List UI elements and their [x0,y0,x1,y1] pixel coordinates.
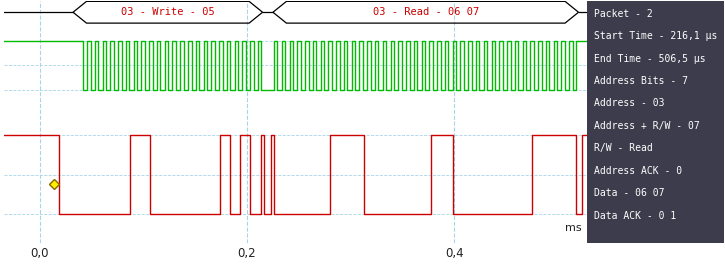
Text: Address ACK - 0: Address ACK - 0 [594,166,682,176]
Text: 03 - Read - 06 07: 03 - Read - 06 07 [373,7,479,17]
FancyBboxPatch shape [587,1,724,243]
Text: Address Bits - 7: Address Bits - 7 [594,76,688,86]
Text: End Time - 506,5 μs: End Time - 506,5 μs [594,54,705,63]
Text: Packet - 2: Packet - 2 [594,9,652,18]
Text: Data ACK - 0 1: Data ACK - 0 1 [594,211,676,221]
Text: Start Time - 216,1 μs: Start Time - 216,1 μs [594,31,718,41]
Text: R/W - Read: R/W - Read [594,144,652,153]
Text: Address - 03: Address - 03 [594,99,665,108]
Text: Data - 06 07: Data - 06 07 [594,188,665,198]
Text: 03 - Write - 05: 03 - Write - 05 [121,7,215,17]
Text: ms: ms [565,223,581,233]
Text: Address + R/W - 07: Address + R/W - 07 [594,121,700,131]
